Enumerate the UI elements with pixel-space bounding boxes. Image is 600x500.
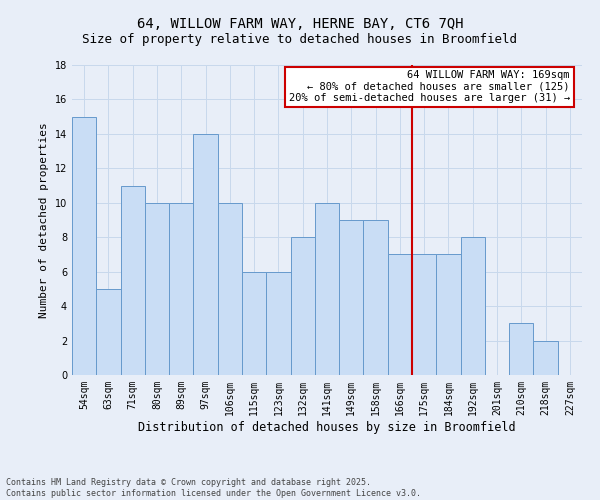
Bar	[364, 220, 388, 375]
Bar	[315, 203, 339, 375]
Bar	[242, 272, 266, 375]
Text: 64 WILLOW FARM WAY: 169sqm
← 80% of detached houses are smaller (125)
20% of sem: 64 WILLOW FARM WAY: 169sqm ← 80% of deta…	[289, 70, 570, 103]
Text: 64, WILLOW FARM WAY, HERNE BAY, CT6 7QH: 64, WILLOW FARM WAY, HERNE BAY, CT6 7QH	[137, 18, 463, 32]
Bar	[96, 289, 121, 375]
Text: Contains HM Land Registry data © Crown copyright and database right 2025.
Contai: Contains HM Land Registry data © Crown c…	[6, 478, 421, 498]
Bar	[339, 220, 364, 375]
Bar	[193, 134, 218, 375]
Bar	[266, 272, 290, 375]
Bar	[436, 254, 461, 375]
Bar	[461, 237, 485, 375]
Bar	[509, 324, 533, 375]
Bar	[290, 237, 315, 375]
Y-axis label: Number of detached properties: Number of detached properties	[39, 122, 49, 318]
Bar	[145, 203, 169, 375]
X-axis label: Distribution of detached houses by size in Broomfield: Distribution of detached houses by size …	[138, 420, 516, 434]
Bar	[72, 116, 96, 375]
Bar	[218, 203, 242, 375]
Text: Size of property relative to detached houses in Broomfield: Size of property relative to detached ho…	[83, 32, 517, 46]
Bar	[169, 203, 193, 375]
Bar	[388, 254, 412, 375]
Bar	[412, 254, 436, 375]
Bar	[121, 186, 145, 375]
Bar	[533, 340, 558, 375]
